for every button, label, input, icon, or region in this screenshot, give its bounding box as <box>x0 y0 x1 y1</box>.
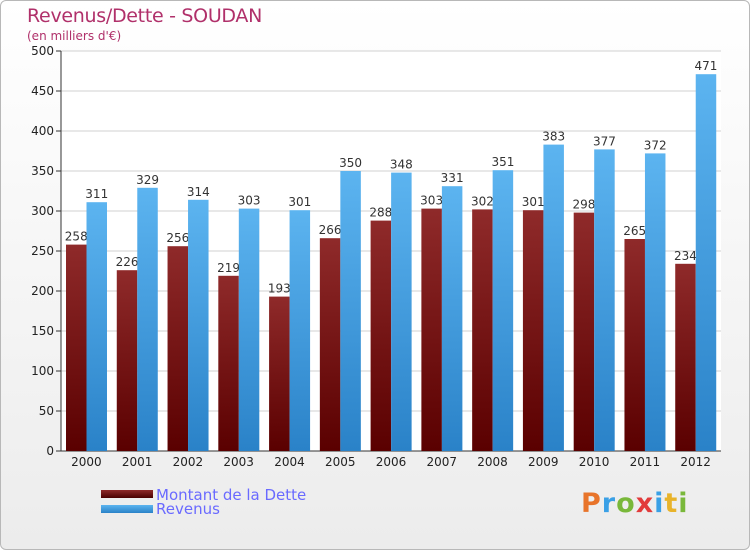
value-label-revenue: 329 <box>136 173 159 187</box>
value-label-revenue: 471 <box>695 59 718 73</box>
x-tick-label: 2007 <box>426 455 457 469</box>
value-label-debt: 193 <box>268 282 291 296</box>
x-tick-label: 2012 <box>680 455 711 469</box>
logo-letter: i <box>654 488 665 519</box>
y-tick-label: 300 <box>31 204 54 218</box>
bar-debt <box>573 212 595 451</box>
legend-swatch-revenue <box>101 505 153 513</box>
value-label-debt: 256 <box>166 231 189 245</box>
x-tick-label: 2003 <box>223 455 254 469</box>
value-label-revenue: 372 <box>644 138 667 152</box>
bar-debt <box>167 246 189 451</box>
y-tick-label: 250 <box>31 244 54 258</box>
value-label-revenue: 377 <box>593 134 616 148</box>
legend-label-debt: Montant de la Dette <box>156 486 307 504</box>
value-label-debt: 266 <box>319 223 342 237</box>
value-label-debt: 265 <box>623 224 646 238</box>
value-label-debt: 301 <box>522 195 545 209</box>
logo-letter: r <box>601 488 617 519</box>
value-label-debt: 303 <box>420 194 443 208</box>
bar-revenue <box>188 199 209 451</box>
value-label-revenue: 350 <box>339 156 362 170</box>
value-label-revenue: 348 <box>390 158 413 172</box>
bar-revenue <box>441 186 463 451</box>
value-label-debt: 298 <box>572 198 595 212</box>
x-tick-label: 2006 <box>376 455 407 469</box>
bar-revenue <box>695 74 717 451</box>
value-label-revenue: 314 <box>187 185 210 199</box>
x-tick-label: 2000 <box>71 455 102 469</box>
x-tick-label: 2001 <box>122 455 153 469</box>
y-tick-label: 400 <box>31 124 54 138</box>
y-tick-label: 500 <box>31 44 54 58</box>
x-tick-label: 2008 <box>477 455 508 469</box>
bar-debt <box>218 275 239 451</box>
x-tick-label: 2011 <box>630 455 661 469</box>
y-tick-label: 350 <box>31 164 54 178</box>
x-tick-label: 2010 <box>579 455 610 469</box>
bar-debt <box>370 220 392 451</box>
bar-revenue <box>340 171 361 451</box>
value-label-revenue: 303 <box>238 194 261 208</box>
logo-letter: i <box>678 488 689 519</box>
bar-revenue <box>543 144 564 451</box>
x-tick-label: 2005 <box>325 455 356 469</box>
x-tick-label: 2002 <box>173 455 204 469</box>
value-label-revenue: 301 <box>288 195 311 209</box>
bar-debt <box>522 210 544 451</box>
bar-revenue <box>391 172 412 451</box>
value-label-debt: 234 <box>674 249 697 263</box>
logo-letter: P <box>581 488 602 519</box>
y-tick-label: 0 <box>46 444 54 458</box>
logo-letter: t <box>664 488 679 519</box>
bar-debt <box>472 209 493 451</box>
value-label-revenue: 383 <box>542 130 565 144</box>
bar-debt <box>624 239 645 451</box>
bar-debt <box>319 238 341 451</box>
y-tick-label: 450 <box>31 84 54 98</box>
y-tick-label: 50 <box>39 404 54 418</box>
legend-label-revenue: Revenus <box>156 500 220 518</box>
bar-revenue <box>492 170 514 451</box>
y-tick-label: 100 <box>31 364 54 378</box>
y-tick-label: 200 <box>31 284 54 298</box>
value-label-revenue: 351 <box>491 155 514 169</box>
chart-title: Revenus/Dette - SOUDAN <box>27 5 263 27</box>
value-label-debt: 226 <box>116 255 139 269</box>
x-tick-label: 2009 <box>528 455 559 469</box>
chart-subtitle: (en milliers d'€) <box>27 29 122 43</box>
logo-letter: o <box>616 488 636 519</box>
bar-revenue <box>137 187 158 452</box>
bar-debt <box>421 208 442 451</box>
value-label-debt: 302 <box>471 194 494 208</box>
bar-revenue <box>238 208 260 451</box>
bar-debt <box>269 296 290 451</box>
value-label-revenue: 311 <box>85 187 108 201</box>
proxiti-logo: Proxiti <box>581 488 689 519</box>
logo-letter: x <box>635 488 655 519</box>
x-tick-label: 2004 <box>274 455 305 469</box>
bar-revenue <box>86 202 107 451</box>
bar-revenue <box>594 149 615 451</box>
value-label-debt: 288 <box>369 206 392 220</box>
value-label-revenue: 331 <box>441 171 464 185</box>
legend-swatch-debt <box>101 490 153 498</box>
bar-debt <box>675 263 696 451</box>
value-label-debt: 219 <box>217 261 240 275</box>
bar-debt <box>66 244 87 451</box>
value-label-debt: 258 <box>65 230 88 244</box>
bar-revenue <box>289 210 311 451</box>
bar-debt <box>116 270 138 451</box>
y-tick-label: 150 <box>31 324 54 338</box>
bar-revenue <box>644 153 666 451</box>
